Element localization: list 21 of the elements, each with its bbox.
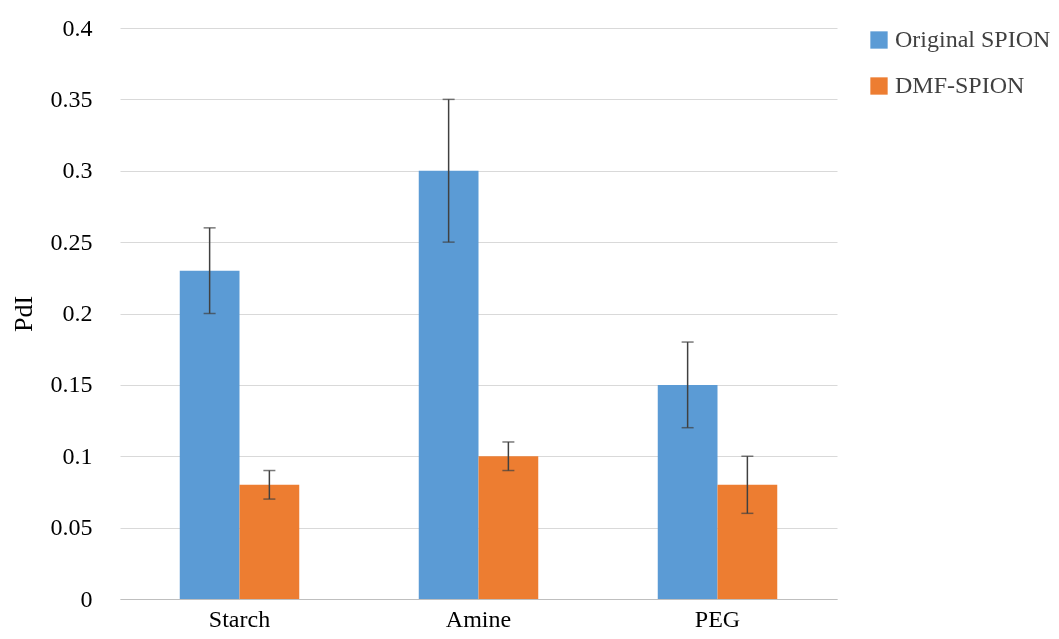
bar (478, 456, 539, 599)
legend-label: Original SPION (895, 26, 1051, 52)
y-tick-label: 0.1 (62, 442, 93, 469)
y-tick-label: 0.35 (50, 85, 93, 112)
y-tick-label: 0 (80, 585, 93, 612)
bar (239, 484, 300, 599)
y-tick-label: 0.15 (50, 371, 93, 398)
x-tick-label: Amine (445, 605, 512, 632)
bar (717, 484, 778, 599)
y-tick-label: 0.05 (50, 514, 93, 541)
y-axis-title: PdI (8, 295, 38, 333)
bar (179, 270, 240, 599)
x-tick-label: Starch (208, 605, 271, 632)
y-tick-label: 0.2 (62, 300, 93, 326)
legend-label: DMF-SPION (895, 72, 1025, 98)
x-tick-label: PEG (694, 605, 741, 632)
y-tick-label: 0.25 (50, 228, 93, 255)
y-tick-label: 0.4 (62, 14, 93, 41)
bar (657, 384, 718, 599)
bar (418, 170, 479, 599)
y-tick-label: 0.3 (62, 157, 93, 184)
